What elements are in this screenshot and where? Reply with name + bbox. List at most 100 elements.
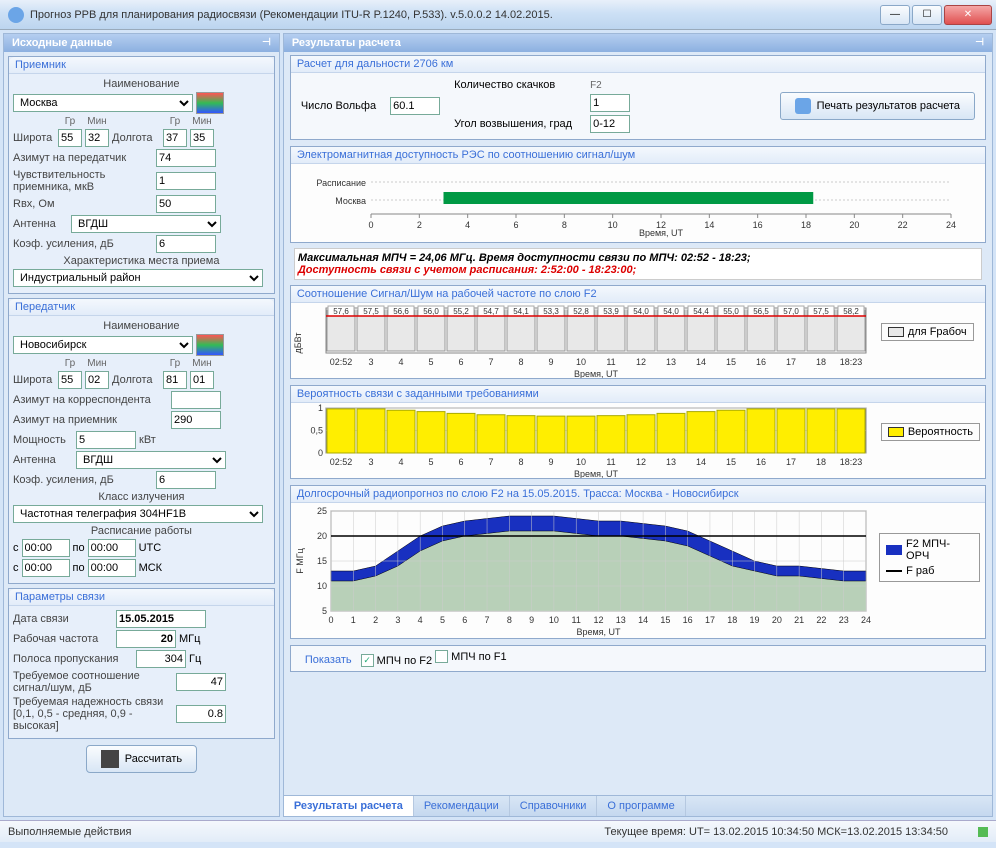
tx-gain[interactable] <box>156 471 216 489</box>
tx-antenna-select[interactable]: ВГДШ <box>76 451 226 469</box>
pin-icon-right[interactable]: ⊣ <box>975 37 984 49</box>
time-to-msk[interactable] <box>88 559 136 577</box>
close-button[interactable]: ✕ <box>944 5 992 25</box>
svg-text:18: 18 <box>727 615 737 625</box>
svg-text:6: 6 <box>462 615 467 625</box>
svg-text:14: 14 <box>704 220 714 230</box>
svg-text:дБВт: дБВт <box>293 333 303 354</box>
rx-antenna-select[interactable]: ВГДШ <box>71 215 221 233</box>
svg-text:16: 16 <box>756 357 766 367</box>
hops-input[interactable] <box>590 94 630 112</box>
svg-text:0: 0 <box>318 448 323 458</box>
tx-power[interactable] <box>76 431 136 449</box>
rx-lon-deg[interactable] <box>163 129 187 147</box>
tx-lat-min[interactable] <box>85 371 109 389</box>
info-box: Максимальная МПЧ = 24,06 МГц. Время дост… <box>294 248 982 280</box>
minimize-button[interactable]: — <box>880 5 910 25</box>
svg-text:13: 13 <box>616 615 626 625</box>
time-from-msk[interactable] <box>22 559 70 577</box>
params-title: Параметры связи <box>9 589 274 606</box>
receiver-name-select[interactable]: Москва <box>13 94 193 112</box>
rx-rin[interactable] <box>156 195 216 213</box>
tx-lon-min[interactable] <box>190 371 214 389</box>
svg-text:Время, UT: Время, UT <box>576 627 621 637</box>
bw-input[interactable] <box>136 650 186 668</box>
freq-input[interactable] <box>116 630 176 648</box>
svg-text:2: 2 <box>373 615 378 625</box>
rx-location-select[interactable]: Индустриальный район <box>13 269 263 287</box>
time-from-utc[interactable] <box>22 539 70 557</box>
svg-text:53,3: 53,3 <box>543 307 559 316</box>
svg-text:Время, UT: Время, UT <box>574 469 619 478</box>
receiver-color-icon[interactable] <box>196 92 224 114</box>
elevation-input[interactable] <box>590 115 630 133</box>
chart4-group: Долгосрочный радиопрогноз по слою F2 на … <box>290 485 986 639</box>
print-icon <box>795 98 811 114</box>
tx-azimuth-corr[interactable] <box>171 391 221 409</box>
svg-text:6: 6 <box>513 220 518 230</box>
pin-icon[interactable]: ⊣ <box>262 37 271 49</box>
receiver-title: Приемник <box>9 57 274 74</box>
reliability-input[interactable] <box>176 705 226 723</box>
cb-f1[interactable]: МПЧ по F1 <box>435 650 506 663</box>
tx-color-icon[interactable] <box>196 334 224 356</box>
date-input[interactable] <box>116 610 206 628</box>
rx-lat-min[interactable] <box>85 129 109 147</box>
svg-text:25: 25 <box>317 506 327 516</box>
svg-text:17: 17 <box>786 357 796 367</box>
rx-sensitivity[interactable] <box>156 172 216 190</box>
svg-text:18: 18 <box>816 357 826 367</box>
svg-text:54,7: 54,7 <box>483 307 499 316</box>
svg-text:8: 8 <box>518 357 523 367</box>
print-button[interactable]: Печать результатов расчета <box>780 92 975 120</box>
right-panel: Результаты расчета⊣ Расчет для дальности… <box>283 33 993 817</box>
rx-lat-deg[interactable] <box>58 129 82 147</box>
svg-text:3: 3 <box>368 357 373 367</box>
wolf-input[interactable] <box>390 97 440 115</box>
svg-text:56,6: 56,6 <box>393 307 409 316</box>
svg-text:5: 5 <box>440 615 445 625</box>
chart4: 5101520250123456789101112131415161718192… <box>291 503 874 638</box>
left-panel-header: Исходные данные⊣ <box>4 34 279 52</box>
tx-azimuth-rx[interactable] <box>171 411 221 429</box>
tx-lon-deg[interactable] <box>163 371 187 389</box>
distance-title: Расчет для дальности 2706 км <box>291 56 985 73</box>
tab-about[interactable]: О программе <box>597 796 685 816</box>
svg-text:57,6: 57,6 <box>333 307 349 316</box>
svg-text:21: 21 <box>794 615 804 625</box>
svg-text:Расписание: Расписание <box>316 178 366 188</box>
svg-text:18: 18 <box>816 457 826 467</box>
chart1-group: Электромагнитная доступность РЭС по соот… <box>290 146 986 243</box>
svg-text:55,0: 55,0 <box>723 307 739 316</box>
rx-gain[interactable] <box>156 235 216 253</box>
maximize-button[interactable]: ☐ <box>912 5 942 25</box>
svg-text:4: 4 <box>398 357 403 367</box>
svg-text:7: 7 <box>484 615 489 625</box>
calculate-button[interactable]: Рассчитать <box>86 745 197 773</box>
svg-text:24: 24 <box>946 220 956 230</box>
tx-emission-select[interactable]: Частотная телеграфия 304HF1B <box>13 505 263 523</box>
time-to-utc[interactable] <box>88 539 136 557</box>
rx-lon-min[interactable] <box>190 129 214 147</box>
svg-text:14: 14 <box>696 457 706 467</box>
params-group: Параметры связи Дата связи Рабочая часто… <box>8 588 275 739</box>
svg-text:4: 4 <box>418 615 423 625</box>
tab-references[interactable]: Справочники <box>510 796 598 816</box>
cb-f2[interactable]: ✓МПЧ по F2 <box>361 654 432 667</box>
svg-text:4: 4 <box>465 220 470 230</box>
svg-text:10: 10 <box>576 357 586 367</box>
svg-text:16: 16 <box>753 220 763 230</box>
lat-label: Широта <box>13 132 55 144</box>
right-panel-header: Результаты расчета⊣ <box>284 34 992 52</box>
svg-text:24: 24 <box>861 615 871 625</box>
tab-recommendations[interactable]: Рекомендации <box>414 796 510 816</box>
tx-name-select[interactable]: Новосибирск <box>13 336 193 354</box>
tab-results[interactable]: Результаты расчета <box>284 796 414 816</box>
svg-text:13: 13 <box>666 457 676 467</box>
snr-input[interactable] <box>176 673 226 691</box>
tx-lat-deg[interactable] <box>58 371 82 389</box>
svg-text:11: 11 <box>571 615 580 625</box>
rx-azimuth[interactable] <box>156 149 216 167</box>
svg-text:10: 10 <box>317 581 327 591</box>
svg-text:17: 17 <box>786 457 796 467</box>
